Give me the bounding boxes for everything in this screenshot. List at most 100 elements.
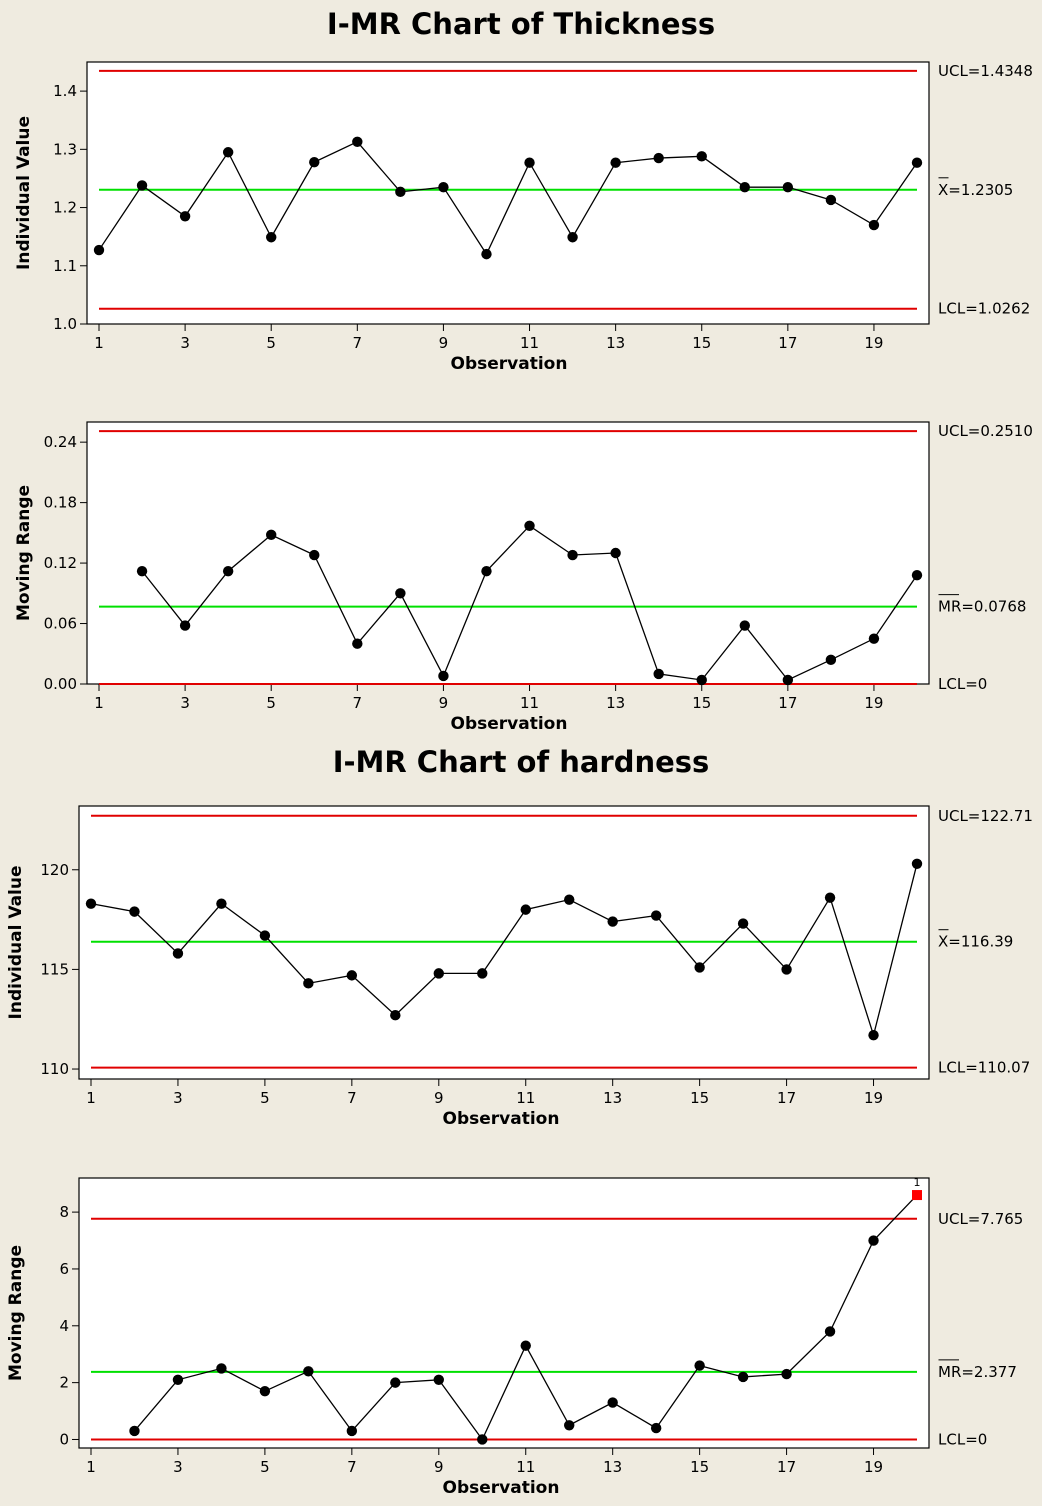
data-point — [259, 1385, 271, 1397]
data-point — [825, 194, 837, 206]
data-point — [93, 244, 105, 256]
x-tick-label: 5 — [266, 694, 276, 712]
data-point — [696, 674, 707, 686]
y-tick-label: 0.18 — [44, 494, 77, 512]
data-point — [477, 1434, 488, 1445]
lcl-label: LCL=1.0262 — [938, 300, 1030, 318]
data-point — [782, 181, 794, 193]
y-tick-label: 1.2 — [53, 199, 77, 217]
data-point — [868, 1235, 879, 1246]
data-point — [395, 186, 406, 198]
x-tick-label: 7 — [347, 1458, 357, 1476]
series-line — [98, 140, 918, 256]
x-axis-title: Observation — [443, 1478, 560, 1498]
x-tick-label: 5 — [260, 1089, 270, 1107]
thickness-moving-range-chart: 0.000.060.120.180.241 3 5 7 9 11 13 15 17 19Obser… — [14, 421, 1033, 734]
y-tick-label: 1.1 — [53, 257, 77, 275]
data-point — [395, 588, 406, 599]
data-point — [303, 978, 314, 989]
data-point — [433, 968, 444, 979]
data-point — [309, 156, 320, 168]
data-point — [352, 638, 363, 649]
x-tick-label: 7 — [353, 694, 363, 712]
data-point — [650, 1422, 662, 1434]
data-point — [564, 894, 575, 905]
data-point — [477, 968, 488, 979]
y-tick-label: 1.4 — [53, 82, 77, 100]
data-point — [216, 1363, 227, 1374]
data-point — [607, 1397, 618, 1408]
flagged-point — [912, 1190, 922, 1201]
y-tick-label: 1.3 — [53, 140, 77, 158]
data-point — [438, 181, 449, 193]
data-point — [567, 549, 578, 561]
x-tick-label: 17 — [777, 1458, 796, 1476]
data-point — [694, 1360, 705, 1371]
data-point — [136, 565, 148, 577]
ucl-label: UCL=122.71 — [938, 807, 1033, 825]
data-point — [825, 654, 837, 666]
data-point — [481, 248, 492, 260]
data-point — [524, 157, 535, 168]
plot-area — [86, 421, 930, 685]
y-tick-label: 2 — [59, 1374, 69, 1392]
x-tick-label: 9 — [439, 334, 449, 352]
data-point — [390, 1377, 401, 1388]
chart-title-hardness: I-MR Chart of hardness — [333, 745, 710, 779]
data-point — [824, 892, 836, 903]
data-point — [653, 668, 664, 680]
data-point — [781, 1368, 792, 1380]
data-point — [739, 620, 750, 631]
data-point — [129, 1425, 140, 1437]
flag-label: 1 — [914, 1176, 921, 1189]
data-point — [911, 858, 923, 869]
data-point — [481, 565, 492, 577]
x-tick-label: 19 — [864, 1089, 883, 1107]
x-tick-label: 9 — [439, 694, 449, 712]
lcl-label: LCL=0 — [938, 1430, 987, 1448]
y-tick-label: 0.12 — [44, 554, 77, 572]
y-tick-label: 120 — [40, 861, 69, 879]
data-point — [172, 948, 184, 959]
data-point — [782, 674, 794, 686]
y-axis-title: Individual Value — [6, 866, 26, 1020]
data-point — [739, 181, 750, 193]
x-tick-label: 1 — [94, 334, 104, 352]
data-point — [352, 136, 363, 147]
data-point — [564, 1420, 575, 1431]
x-tick-label: 11 — [516, 1458, 535, 1476]
data-point — [520, 904, 531, 915]
data-point — [653, 152, 664, 164]
x-tick-label: 11 — [520, 694, 539, 712]
y-tick-label: 110 — [40, 1060, 69, 1078]
data-point — [781, 964, 792, 975]
x-tick-label: 15 — [690, 1089, 709, 1107]
x-tick-label: 17 — [777, 1089, 796, 1107]
data-point — [868, 1029, 879, 1041]
x-tick-label: 3 — [180, 694, 190, 712]
x-axis-title: Observation — [451, 354, 568, 374]
plot-area — [78, 1177, 930, 1449]
x-tick-label: 3 — [173, 1458, 183, 1476]
data-point — [259, 930, 271, 941]
x-tick-label: 1 — [86, 1458, 96, 1476]
y-tick-label: 4 — [59, 1317, 69, 1335]
data-point — [346, 1425, 358, 1437]
data-point — [911, 569, 923, 581]
data-point — [216, 898, 227, 909]
y-tick-label: 0.00 — [44, 675, 77, 693]
ucl-label: UCL=0.2510 — [938, 422, 1033, 440]
x-tick-label: 5 — [266, 334, 276, 352]
data-point — [179, 620, 191, 631]
x-tick-label: 15 — [692, 334, 711, 352]
chart-title-thickness: I-MR Chart of Thickness — [327, 7, 715, 41]
x-tick-label: 7 — [347, 1089, 357, 1107]
x-tick-label: 17 — [778, 694, 797, 712]
data-point — [610, 157, 621, 168]
data-point — [868, 219, 880, 231]
x-axis-title: Observation — [443, 1109, 560, 1129]
data-point — [607, 916, 618, 927]
